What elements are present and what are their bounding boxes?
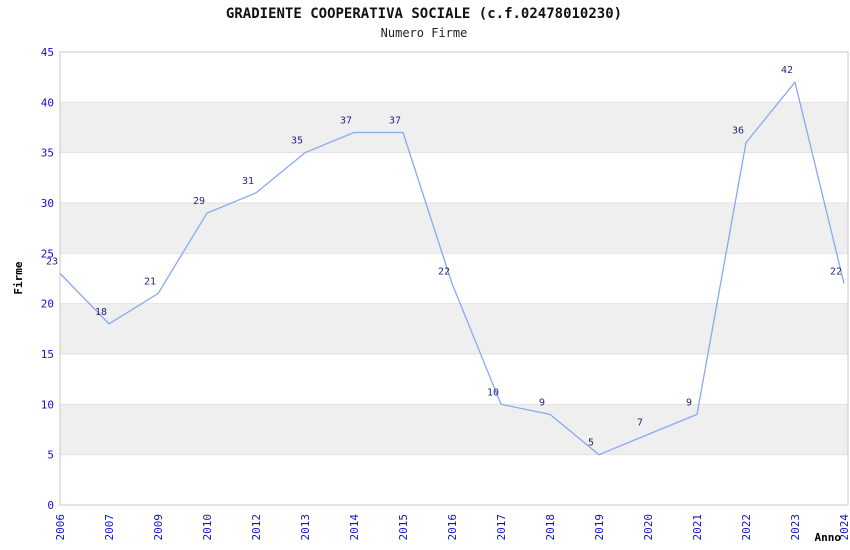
y-tick-label: 20	[41, 298, 54, 311]
point-value-label: 7	[637, 418, 643, 429]
line-series	[59, 81, 845, 456]
y-tick-label: 0	[47, 499, 54, 512]
point-value-label: 36	[732, 126, 744, 137]
x-tick-label: 2016	[446, 514, 459, 541]
x-tick-label: 2023	[789, 514, 802, 541]
y-axis-title: Firme	[12, 261, 25, 294]
shaded-band	[60, 102, 848, 153]
point-value-label: 9	[686, 397, 692, 408]
point-value-label: 42	[781, 65, 793, 76]
x-tick-label: 2010	[201, 514, 214, 541]
x-tick-label: 2009	[152, 514, 165, 541]
x-tick-label: 2014	[348, 514, 361, 541]
y-tick-label: 45	[41, 46, 54, 59]
y-tick-label: 10	[41, 398, 54, 411]
x-tick-label: 2018	[544, 514, 557, 541]
plot-border	[59, 51, 849, 506]
x-tick-label: 2024	[838, 514, 850, 541]
gridlines	[60, 101, 848, 456]
point-value-label: 31	[242, 176, 254, 187]
point-value-label: 10	[487, 387, 499, 398]
y-tick-label: 35	[41, 147, 54, 160]
x-tick-label: 2019	[593, 514, 606, 541]
point-value-label: 9	[539, 397, 545, 408]
background-bands	[60, 102, 848, 455]
point-value-label: 22	[438, 267, 450, 278]
y-axis-tick-labels: 0 5 10 15 20 25 30 35 40 45	[41, 46, 54, 512]
x-axis-title: Anno	[815, 531, 842, 544]
x-tick-label: 2020	[642, 514, 655, 541]
y-tick-label: 30	[41, 197, 54, 210]
shaded-band	[60, 203, 848, 254]
point-value-label: 37	[389, 116, 401, 127]
point-value-label: 21	[144, 277, 156, 288]
y-tick-label: 5	[47, 449, 54, 462]
point-value-label: 23	[46, 257, 58, 268]
chart-subtitle: Numero Firme	[380, 26, 468, 40]
point-labels: 23 18 21 29 31 35 37 37 22 10 9 5 7 9 36 42 22	[46, 65, 842, 449]
x-tick-label: 2007	[103, 514, 116, 541]
x-tick-label: 2022	[740, 514, 753, 541]
x-tick-label: 2021	[691, 514, 704, 541]
chart-title: GRADIENTE COOPERATIVA SOCIALE (c.f.02478…	[225, 6, 623, 22]
x-tick-label: 2012	[250, 514, 263, 541]
y-tick-label: 25	[41, 247, 54, 260]
point-value-label: 18	[95, 307, 107, 318]
point-value-label: 35	[291, 136, 303, 147]
shaded-band	[60, 303, 848, 354]
shaded-band	[60, 404, 848, 455]
plot-frame	[59, 51, 849, 506]
x-tick-label: 2006	[54, 514, 67, 541]
data-line	[59, 81, 845, 456]
point-value-label: 29	[193, 196, 205, 207]
y-tick-label: 40	[41, 96, 54, 109]
point-value-label: 5	[588, 438, 594, 449]
x-tick-label: 2017	[495, 514, 508, 541]
point-value-label: 37	[340, 116, 352, 127]
point-value-label: 22	[830, 267, 842, 278]
x-tick-label: 2013	[299, 514, 312, 541]
y-tick-label: 15	[41, 348, 54, 361]
x-axis-tick-labels: 2006 2007 2009 2010 2012 2013 2014 2015 2016 2017…	[54, 514, 850, 541]
x-tick-label: 2015	[397, 514, 410, 541]
